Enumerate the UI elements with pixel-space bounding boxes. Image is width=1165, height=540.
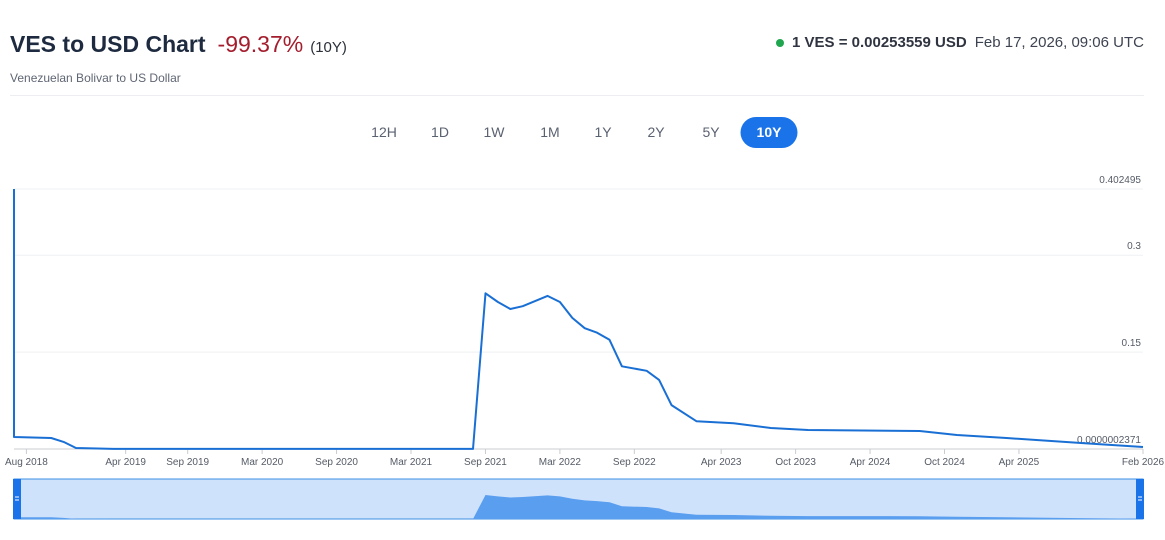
x-tick-label: Mar 2021 — [390, 457, 433, 468]
range-button[interactable]: 1D — [431, 124, 449, 140]
header: VES to USD Chart -99.37% (10Y) — [10, 31, 347, 58]
period: (10Y) — [310, 39, 347, 56]
rate-box: 1 VES = 0.00253559 USD Feb 17, 2026, 09:… — [776, 34, 1144, 51]
x-tick-label: Aug 2018 — [5, 457, 48, 468]
title: VES to USD Chart — [10, 31, 206, 57]
navigator-handle[interactable] — [13, 479, 21, 519]
range-button[interactable]: 1M — [540, 124, 559, 140]
x-tick-label: Mar 2022 — [539, 457, 582, 468]
change: -99.37% — [217, 31, 304, 57]
x-tick-label: Feb 2026 — [1122, 457, 1165, 468]
y-tick-label: 0.402495 — [1099, 175, 1141, 186]
x-tick-label: Oct 2023 — [775, 457, 816, 468]
divider — [10, 95, 1144, 96]
x-tick-label: Apr 2019 — [105, 457, 146, 468]
x-tick-label: Apr 2025 — [999, 457, 1040, 468]
y-tick-label: 0.3 — [1127, 241, 1141, 252]
range-button[interactable]: 10Y — [757, 124, 783, 140]
subtitle: Venezuelan Bolivar to US Dollar — [10, 71, 181, 85]
x-tick-label: Apr 2024 — [850, 457, 891, 468]
x-tick-label: Sep 2019 — [166, 457, 209, 468]
x-tick-label: Apr 2023 — [701, 457, 742, 468]
x-tick-label: Sep 2021 — [464, 457, 507, 468]
y-tick-label: 0.0000002371 — [1077, 435, 1141, 446]
x-tick-label: Mar 2020 — [241, 457, 284, 468]
range-button[interactable]: 1W — [484, 124, 506, 140]
y-tick-label: 0.15 — [1122, 338, 1142, 349]
range-button-active[interactable] — [740, 117, 798, 148]
x-tick-label: Sep 2020 — [315, 457, 358, 468]
rate: 1 VES = 0.00253559 USD — [792, 34, 967, 51]
x-tick-label: Oct 2024 — [924, 457, 965, 468]
navigator-area — [14, 479, 1143, 519]
range-button[interactable]: 1Y — [594, 124, 612, 140]
live-dot — [776, 38, 784, 47]
range-button[interactable]: 2Y — [647, 124, 665, 140]
price-line — [13, 189, 1144, 450]
x-tick-label: Sep 2022 — [613, 457, 656, 468]
navigator-handle[interactable] — [1136, 479, 1144, 519]
range-button[interactable]: 12H — [371, 124, 397, 140]
range-button[interactable]: 5Y — [702, 124, 720, 140]
timestamp: Feb 17, 2026, 09:06 UTC — [974, 34, 1144, 51]
